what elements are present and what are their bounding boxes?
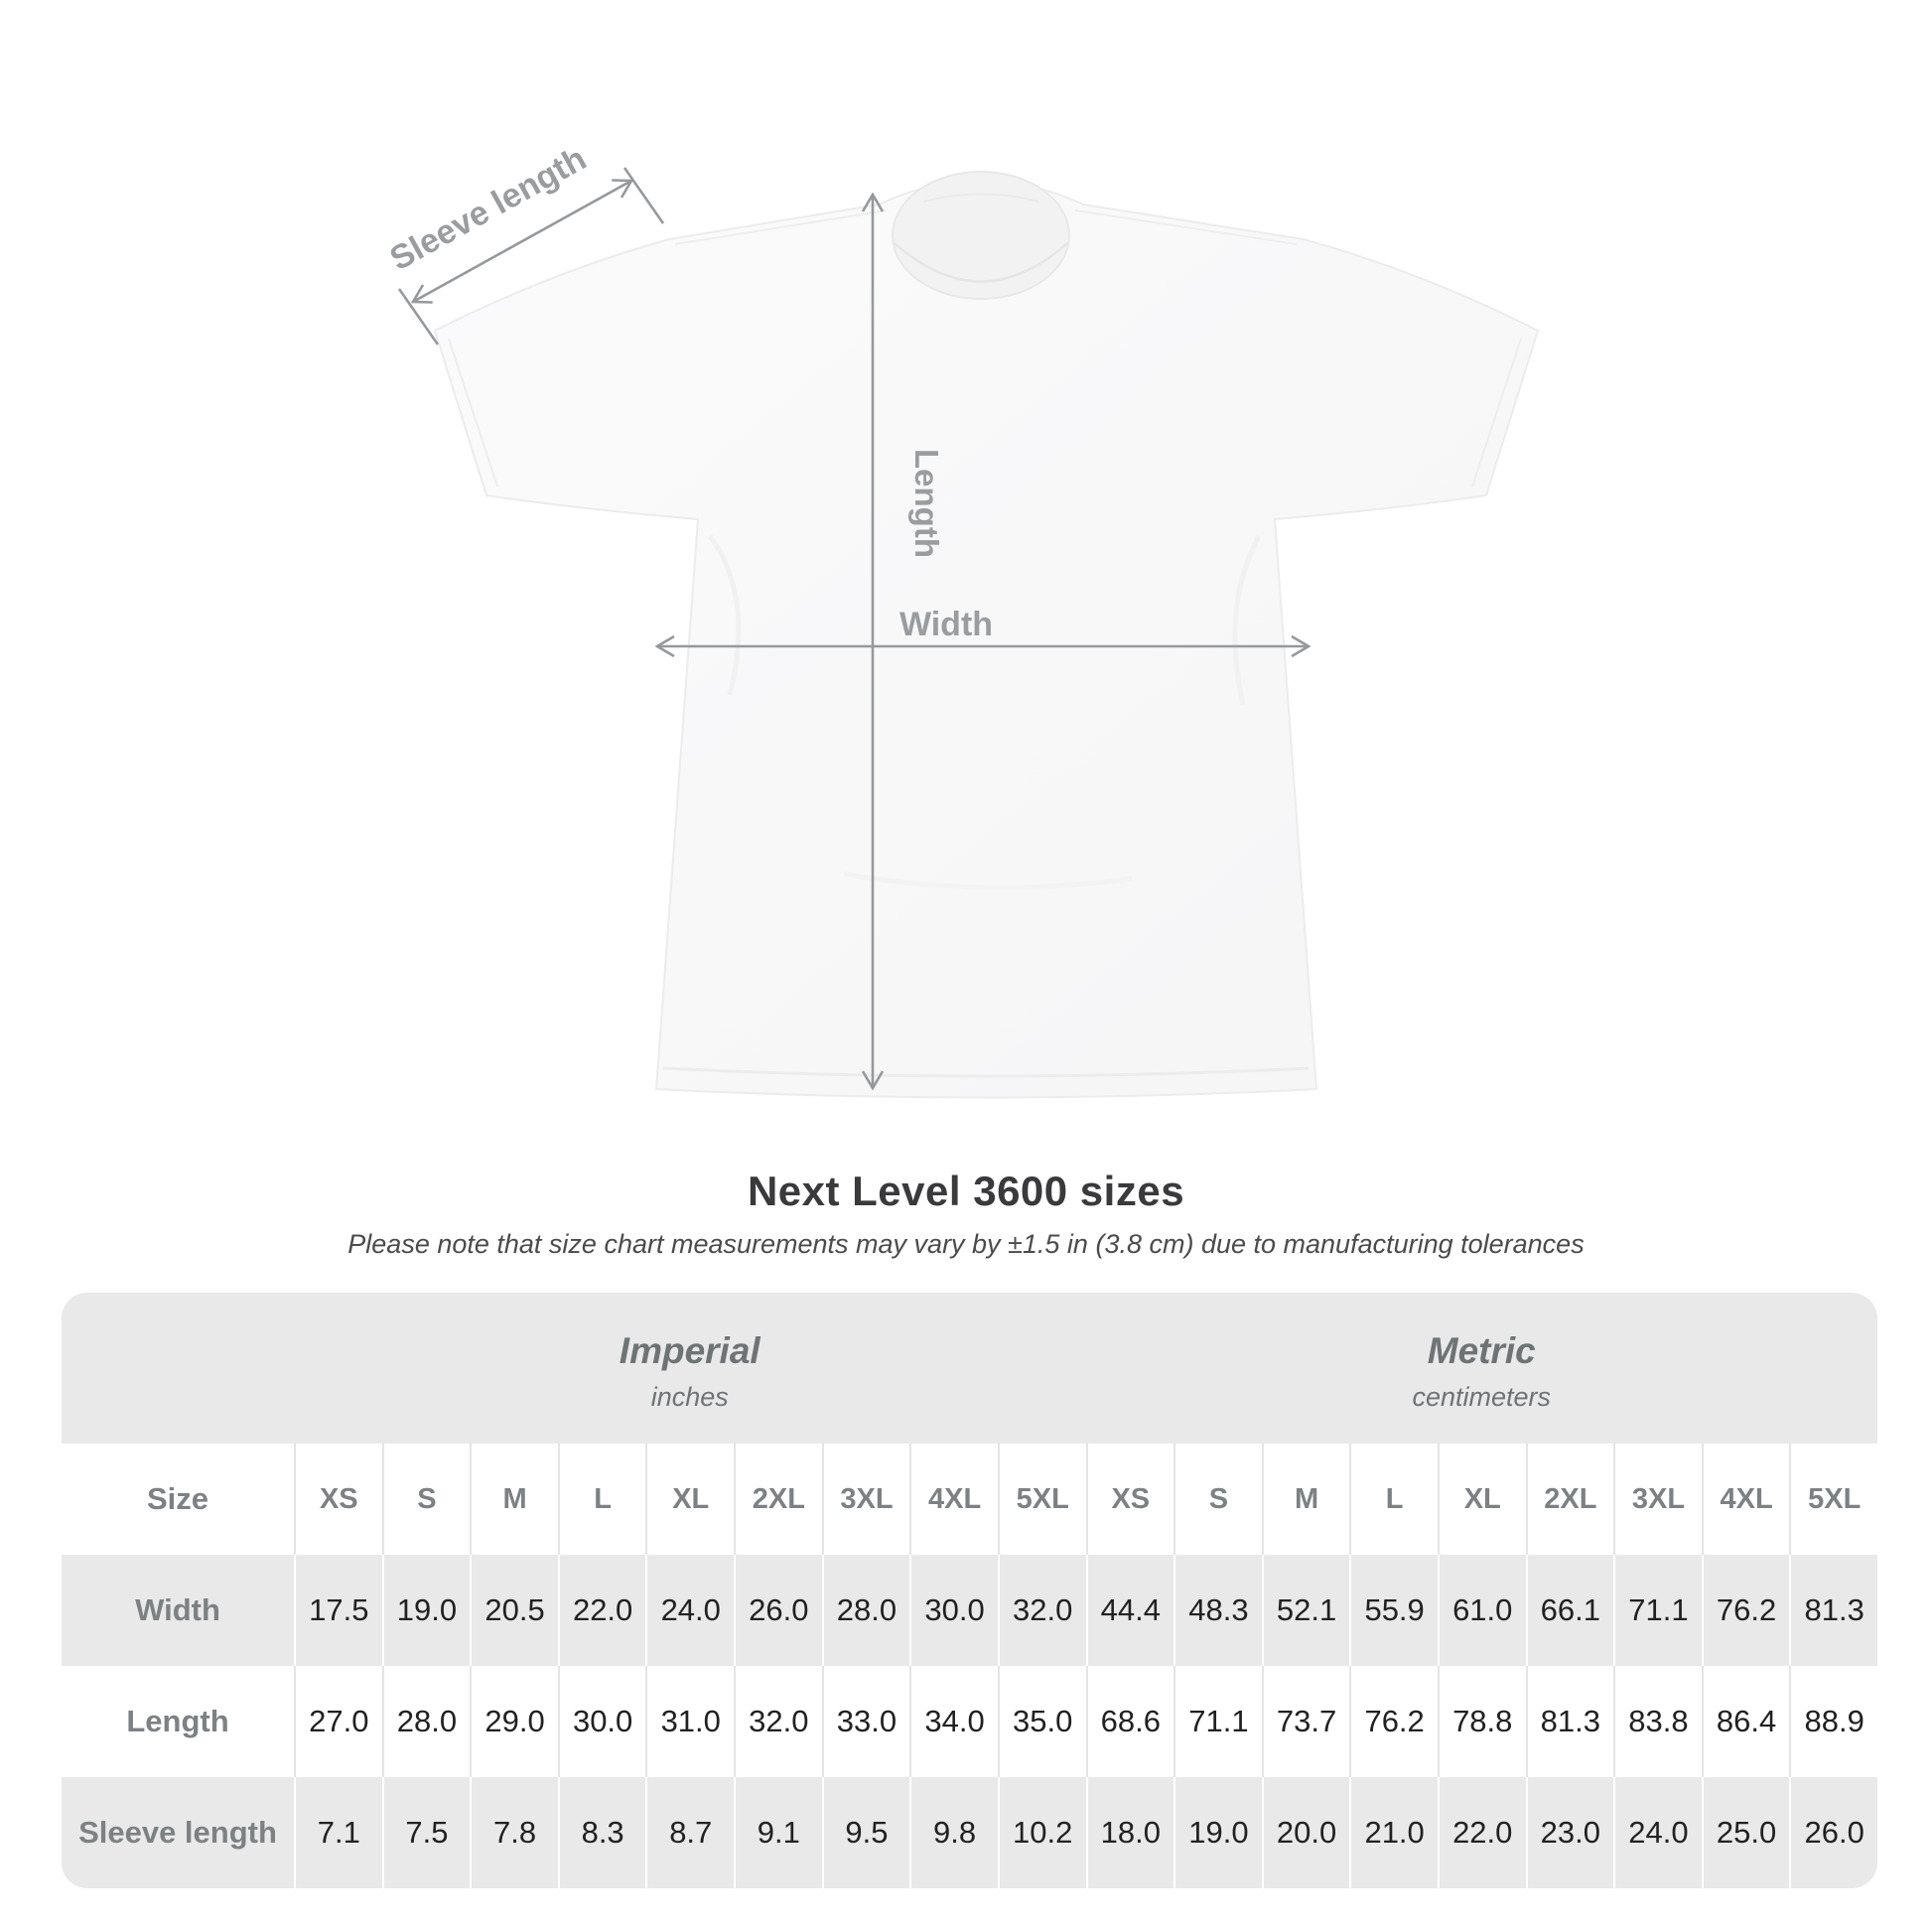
- length-label: Length: [908, 449, 945, 558]
- sleeve-value: 25.0: [1701, 1777, 1790, 1888]
- width-value: 28.0: [821, 1555, 910, 1666]
- metric-unit: centimeters: [1412, 1381, 1552, 1412]
- size-col-header: 5XL: [1789, 1444, 1877, 1555]
- row-header-length: Length: [126, 1704, 229, 1738]
- length-value: 83.8: [1613, 1666, 1702, 1777]
- sleeve-value: 26.0: [1789, 1777, 1877, 1888]
- table-row-length: Length 27.0 28.0 29.0 30.0 31.0 32.0 33.…: [62, 1666, 1877, 1777]
- length-value: 76.2: [1349, 1666, 1438, 1777]
- size-chart-table: Imperial inches Metric centimeters Size …: [62, 1293, 1877, 1888]
- sleeve-value: 21.0: [1349, 1777, 1438, 1888]
- length-value: 34.0: [909, 1666, 998, 1777]
- width-value: 30.0: [909, 1555, 998, 1666]
- size-col-header: XL: [1437, 1444, 1526, 1555]
- imperial-group-header: Imperial inches: [294, 1293, 1086, 1444]
- metric-group-header: Metric centimeters: [1086, 1293, 1878, 1444]
- size-col-header: S: [1173, 1444, 1262, 1555]
- tshirt-measurement-diagram: Sleeve length Length Width: [384, 140, 1540, 1099]
- sleeve-value: 9.8: [909, 1777, 998, 1888]
- length-value: 73.7: [1261, 1666, 1350, 1777]
- length-value: 86.4: [1701, 1666, 1790, 1777]
- size-col-header: XS: [294, 1444, 382, 1555]
- sleeve-value: 8.3: [557, 1777, 646, 1888]
- width-value: 66.1: [1525, 1555, 1614, 1666]
- row-header-size: Size: [146, 1481, 209, 1516]
- size-col-header: M: [470, 1444, 558, 1555]
- row-header-sleeve-length: Sleeve length: [78, 1815, 277, 1850]
- sleeve-value: 7.1: [294, 1777, 382, 1888]
- sleeve-value: 23.0: [1525, 1777, 1614, 1888]
- width-value: 22.0: [557, 1555, 646, 1666]
- length-value: 33.0: [821, 1666, 910, 1777]
- sleeve-value: 18.0: [1085, 1777, 1174, 1888]
- size-col-header: L: [1349, 1444, 1438, 1555]
- table-row-width: Width 17.5 19.0 20.5 22.0 24.0 26.0 28.0…: [62, 1555, 1877, 1666]
- size-col-header: 4XL: [1701, 1444, 1790, 1555]
- sleeve-value: 7.8: [470, 1777, 558, 1888]
- width-value: 81.3: [1789, 1555, 1877, 1666]
- width-value: 61.0: [1437, 1555, 1526, 1666]
- length-value: 88.9: [1789, 1666, 1877, 1777]
- width-value: 17.5: [294, 1555, 382, 1666]
- size-col-header: 4XL: [909, 1444, 998, 1555]
- imperial-label: Imperial: [619, 1329, 760, 1371]
- size-col-header: XS: [1085, 1444, 1174, 1555]
- collar: [892, 171, 1070, 300]
- sleeve-length-arrow: [413, 181, 631, 302]
- table-row-sleeve-length: Sleeve length 7.1 7.5 7.8 8.3 8.7 9.1 9.…: [62, 1777, 1877, 1888]
- sleeve-length-tick-upper: [622, 167, 665, 224]
- width-label: Width: [899, 606, 993, 643]
- width-value: 24.0: [645, 1555, 734, 1666]
- width-value: 26.0: [734, 1555, 822, 1666]
- unit-group-header: Imperial inches Metric centimeters: [62, 1293, 1877, 1444]
- length-value: 78.8: [1437, 1666, 1526, 1777]
- length-value: 29.0: [470, 1666, 558, 1777]
- size-col-header: 5XL: [997, 1444, 1086, 1555]
- sleeve-length-label: Sleeve length: [384, 140, 593, 279]
- width-value: 20.5: [470, 1555, 558, 1666]
- sleeve-value: 24.0: [1613, 1777, 1702, 1888]
- size-col-header: 3XL: [821, 1444, 910, 1555]
- sleeve-value: 8.7: [645, 1777, 734, 1888]
- size-col-header: 2XL: [1525, 1444, 1614, 1555]
- sleeve-length-tick-lower: [397, 288, 440, 345]
- sleeve-value: 9.1: [734, 1777, 822, 1888]
- size-col-header: XL: [645, 1444, 734, 1555]
- sleeve-value: 19.0: [1173, 1777, 1262, 1888]
- width-value: 19.0: [381, 1555, 471, 1666]
- length-value: 31.0: [645, 1666, 734, 1777]
- length-value: 27.0: [294, 1666, 382, 1777]
- sleeve-value: 10.2: [997, 1777, 1086, 1888]
- width-value: 48.3: [1173, 1555, 1262, 1666]
- size-col-header: M: [1261, 1444, 1350, 1555]
- measurement-arrows: [397, 167, 1309, 1088]
- length-value: 30.0: [557, 1666, 646, 1777]
- sleeve-value: 20.0: [1261, 1777, 1350, 1888]
- width-value: 55.9: [1349, 1555, 1438, 1666]
- width-value: 44.4: [1085, 1555, 1174, 1666]
- size-col-header: S: [381, 1444, 471, 1555]
- size-col-header: 2XL: [734, 1444, 822, 1555]
- length-value: 68.6: [1085, 1666, 1174, 1777]
- length-value: 35.0: [997, 1666, 1086, 1777]
- imperial-unit: inches: [650, 1381, 729, 1412]
- size-col-header: L: [557, 1444, 646, 1555]
- page-title: Next Level 3600 sizes: [747, 1168, 1185, 1214]
- tolerance-note: Please note that size chart measurements…: [347, 1229, 1585, 1259]
- metric-label: Metric: [1427, 1329, 1536, 1371]
- length-value: 28.0: [381, 1666, 471, 1777]
- length-value: 81.3: [1525, 1666, 1614, 1777]
- sleeve-value: 9.5: [821, 1777, 910, 1888]
- table-row-sizes: Size XS S M L XL 2XL 3XL 4XL 5XL XS S M …: [62, 1444, 1877, 1555]
- sleeve-value: 22.0: [1437, 1777, 1526, 1888]
- width-value: 71.1: [1613, 1555, 1702, 1666]
- row-header-width: Width: [135, 1592, 220, 1627]
- sleeve-value: 7.5: [381, 1777, 471, 1888]
- width-value: 76.2: [1701, 1555, 1790, 1666]
- width-value: 32.0: [997, 1555, 1086, 1666]
- size-col-header: 3XL: [1613, 1444, 1702, 1555]
- length-value: 71.1: [1173, 1666, 1262, 1777]
- width-value: 52.1: [1261, 1555, 1350, 1666]
- length-value: 32.0: [734, 1666, 822, 1777]
